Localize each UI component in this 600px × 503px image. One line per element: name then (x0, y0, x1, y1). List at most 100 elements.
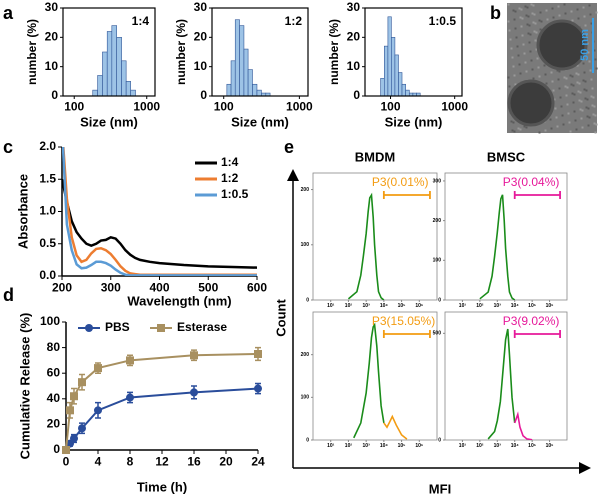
y-tick-label: 30 (194, 0, 208, 14)
tem-noise (585, 89, 588, 92)
tem-noise (579, 91, 582, 94)
tem-noise (543, 64, 546, 67)
tem-noise (588, 116, 591, 119)
tem-noise (571, 19, 574, 22)
tem-noise (564, 85, 567, 88)
x-tick-label: 10¹ (459, 303, 467, 309)
tem-noise (546, 18, 549, 21)
legend-marker (85, 324, 93, 332)
tem-noise (577, 73, 580, 76)
tem-noise (538, 19, 541, 22)
legend-label: 1:4 (221, 155, 239, 169)
tem-noise (551, 7, 554, 10)
tem-noise (550, 127, 553, 130)
x-tick-label: 10² (345, 303, 353, 309)
tem-noise (518, 63, 521, 66)
y-tick-label: 10 (194, 59, 208, 73)
tem-noise (531, 68, 534, 71)
y-tick-label: 0 (53, 442, 60, 456)
y-axis-label: number (%) (174, 19, 188, 85)
tem-noise (583, 15, 586, 18)
y-tick-label: 0 (438, 297, 441, 303)
legend-label: PBS (105, 320, 130, 334)
tem-noise (534, 22, 537, 25)
plot-frame (444, 172, 568, 301)
x-tick-label: 10⁴ (511, 303, 520, 309)
x-tick-label: 100 (214, 100, 234, 114)
tem-noise (570, 83, 573, 86)
tem-noise (573, 110, 576, 113)
column-title: BMDM (355, 149, 395, 164)
x-tick-label: 10⁶ (415, 443, 423, 449)
tem-noise (519, 16, 522, 19)
data-point (126, 356, 134, 365)
tem-noise (573, 93, 576, 96)
legend-marker (157, 324, 165, 332)
tem-noise (559, 96, 562, 99)
y-tick-label: 300 (433, 178, 442, 184)
histogram-bar (247, 69, 253, 97)
tem-noise (508, 29, 511, 32)
tem-noise (588, 60, 591, 63)
tem-noise (532, 77, 535, 80)
y-tick-label: 80 (47, 340, 61, 354)
tem-noise (586, 98, 589, 101)
x-tick-label: 10¹ (459, 443, 467, 449)
tem-noise (577, 90, 580, 93)
tem-noise (512, 9, 515, 12)
tem-noise (507, 20, 510, 23)
tem-noise (584, 80, 587, 83)
tem-noise (529, 33, 532, 36)
histogram-bar (97, 75, 103, 97)
tem-noise (566, 86, 569, 89)
tem-noise (592, 113, 595, 116)
y-tick-label: 0 (51, 88, 58, 102)
x-axis-label: MFI (429, 481, 451, 496)
gate-label: P3(15.05%) (372, 314, 435, 328)
y-tick-label: 0.5 (39, 236, 56, 250)
y-axis-label: number (%) (25, 19, 39, 85)
gate-label: P3(9.02%) (503, 314, 560, 328)
x-tick-label: 10⁵ (398, 303, 407, 309)
tem-noise (512, 65, 515, 68)
legend-label: Esterase (177, 320, 227, 334)
y-tick-label: 0 (306, 297, 309, 303)
tem-noise (513, 74, 516, 77)
histogram-bar (239, 25, 245, 97)
x-tick-label: 10⁶ (546, 303, 554, 309)
tem-noise (588, 4, 591, 7)
tem-noise (528, 41, 531, 44)
tem-noise (549, 118, 552, 121)
data-point (78, 424, 86, 433)
tem-noise (581, 126, 584, 129)
data-point (94, 406, 102, 415)
x-tick-label: 200 (52, 281, 72, 295)
histogram-bar (380, 78, 385, 97)
panel-label: a (3, 3, 14, 23)
nanoparticle (507, 79, 555, 127)
tem-noise (528, 24, 531, 27)
y-tick-label: 0 (200, 88, 207, 102)
tem-noise (566, 103, 569, 106)
y-tick-label: 200 (301, 187, 310, 193)
tem-noise (531, 12, 534, 15)
histogram-bar (391, 37, 396, 97)
tem-noise (569, 130, 572, 133)
tem-noise (522, 43, 525, 46)
tem-noise (595, 11, 598, 14)
histogram-bar (384, 45, 389, 97)
flow-histogram (487, 328, 516, 440)
tem-noise (526, 23, 529, 26)
plot-frame (312, 172, 438, 301)
annotation: 1:2 (285, 14, 303, 28)
x-axis-label: Size (nm) (385, 114, 443, 129)
tem-noise (585, 106, 588, 109)
y-tick-label: 1.5 (39, 171, 56, 185)
data-point (62, 446, 70, 454)
tem-noise (514, 10, 517, 13)
tem-noise (565, 94, 568, 97)
histogram-bar (116, 37, 122, 97)
x-tick-label: 10³ (363, 303, 371, 309)
tem-noise (563, 76, 566, 79)
